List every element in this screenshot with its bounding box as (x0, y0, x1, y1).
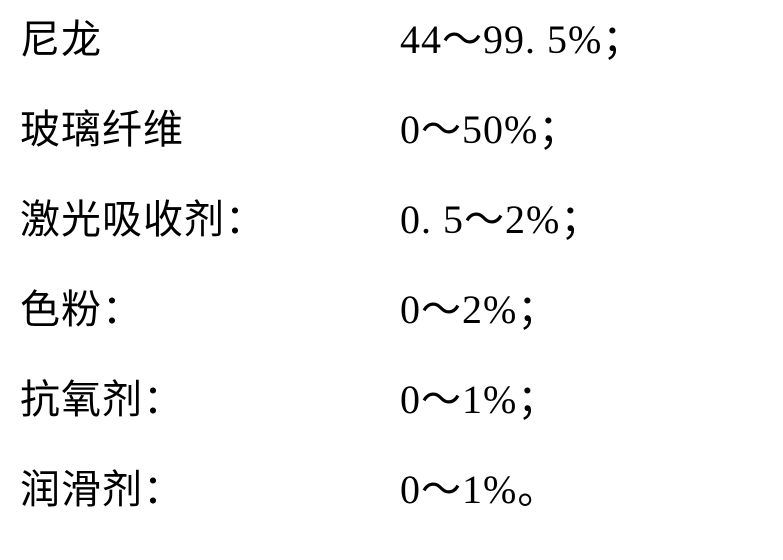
row-label: 激光吸收剂： (20, 200, 400, 240)
row-value: 0～2%； (400, 290, 558, 330)
row-value: 0～1%； (400, 380, 558, 420)
list-row: 玻璃纤维 0～50%； (20, 110, 783, 200)
row-label: 润滑剂： (20, 470, 400, 510)
list-row: 尼龙 44～99. 5%； (20, 20, 783, 110)
list-row: 激光吸收剂： 0. 5～2%； (20, 200, 783, 290)
row-value: 44～99. 5%； (400, 20, 643, 60)
list-row: 色粉： 0～2%； (20, 290, 783, 380)
list-row: 抗氧剂： 0～1%； (20, 380, 783, 470)
row-label: 尼龙 (20, 20, 400, 60)
list-row: 润滑剂： 0～1%。 (20, 470, 783, 560)
row-label: 玻璃纤维 (20, 110, 400, 150)
row-label: 抗氧剂： (20, 380, 400, 420)
row-value: 0. 5～2%； (400, 200, 601, 240)
row-label: 色粉： (20, 290, 400, 330)
composition-list: 尼龙 44～99. 5%； 玻璃纤维 0～50%； 激光吸收剂： 0. 5～2%… (0, 0, 783, 557)
row-value: 0～1%。 (400, 470, 558, 510)
row-value: 0～50%； (400, 110, 579, 150)
